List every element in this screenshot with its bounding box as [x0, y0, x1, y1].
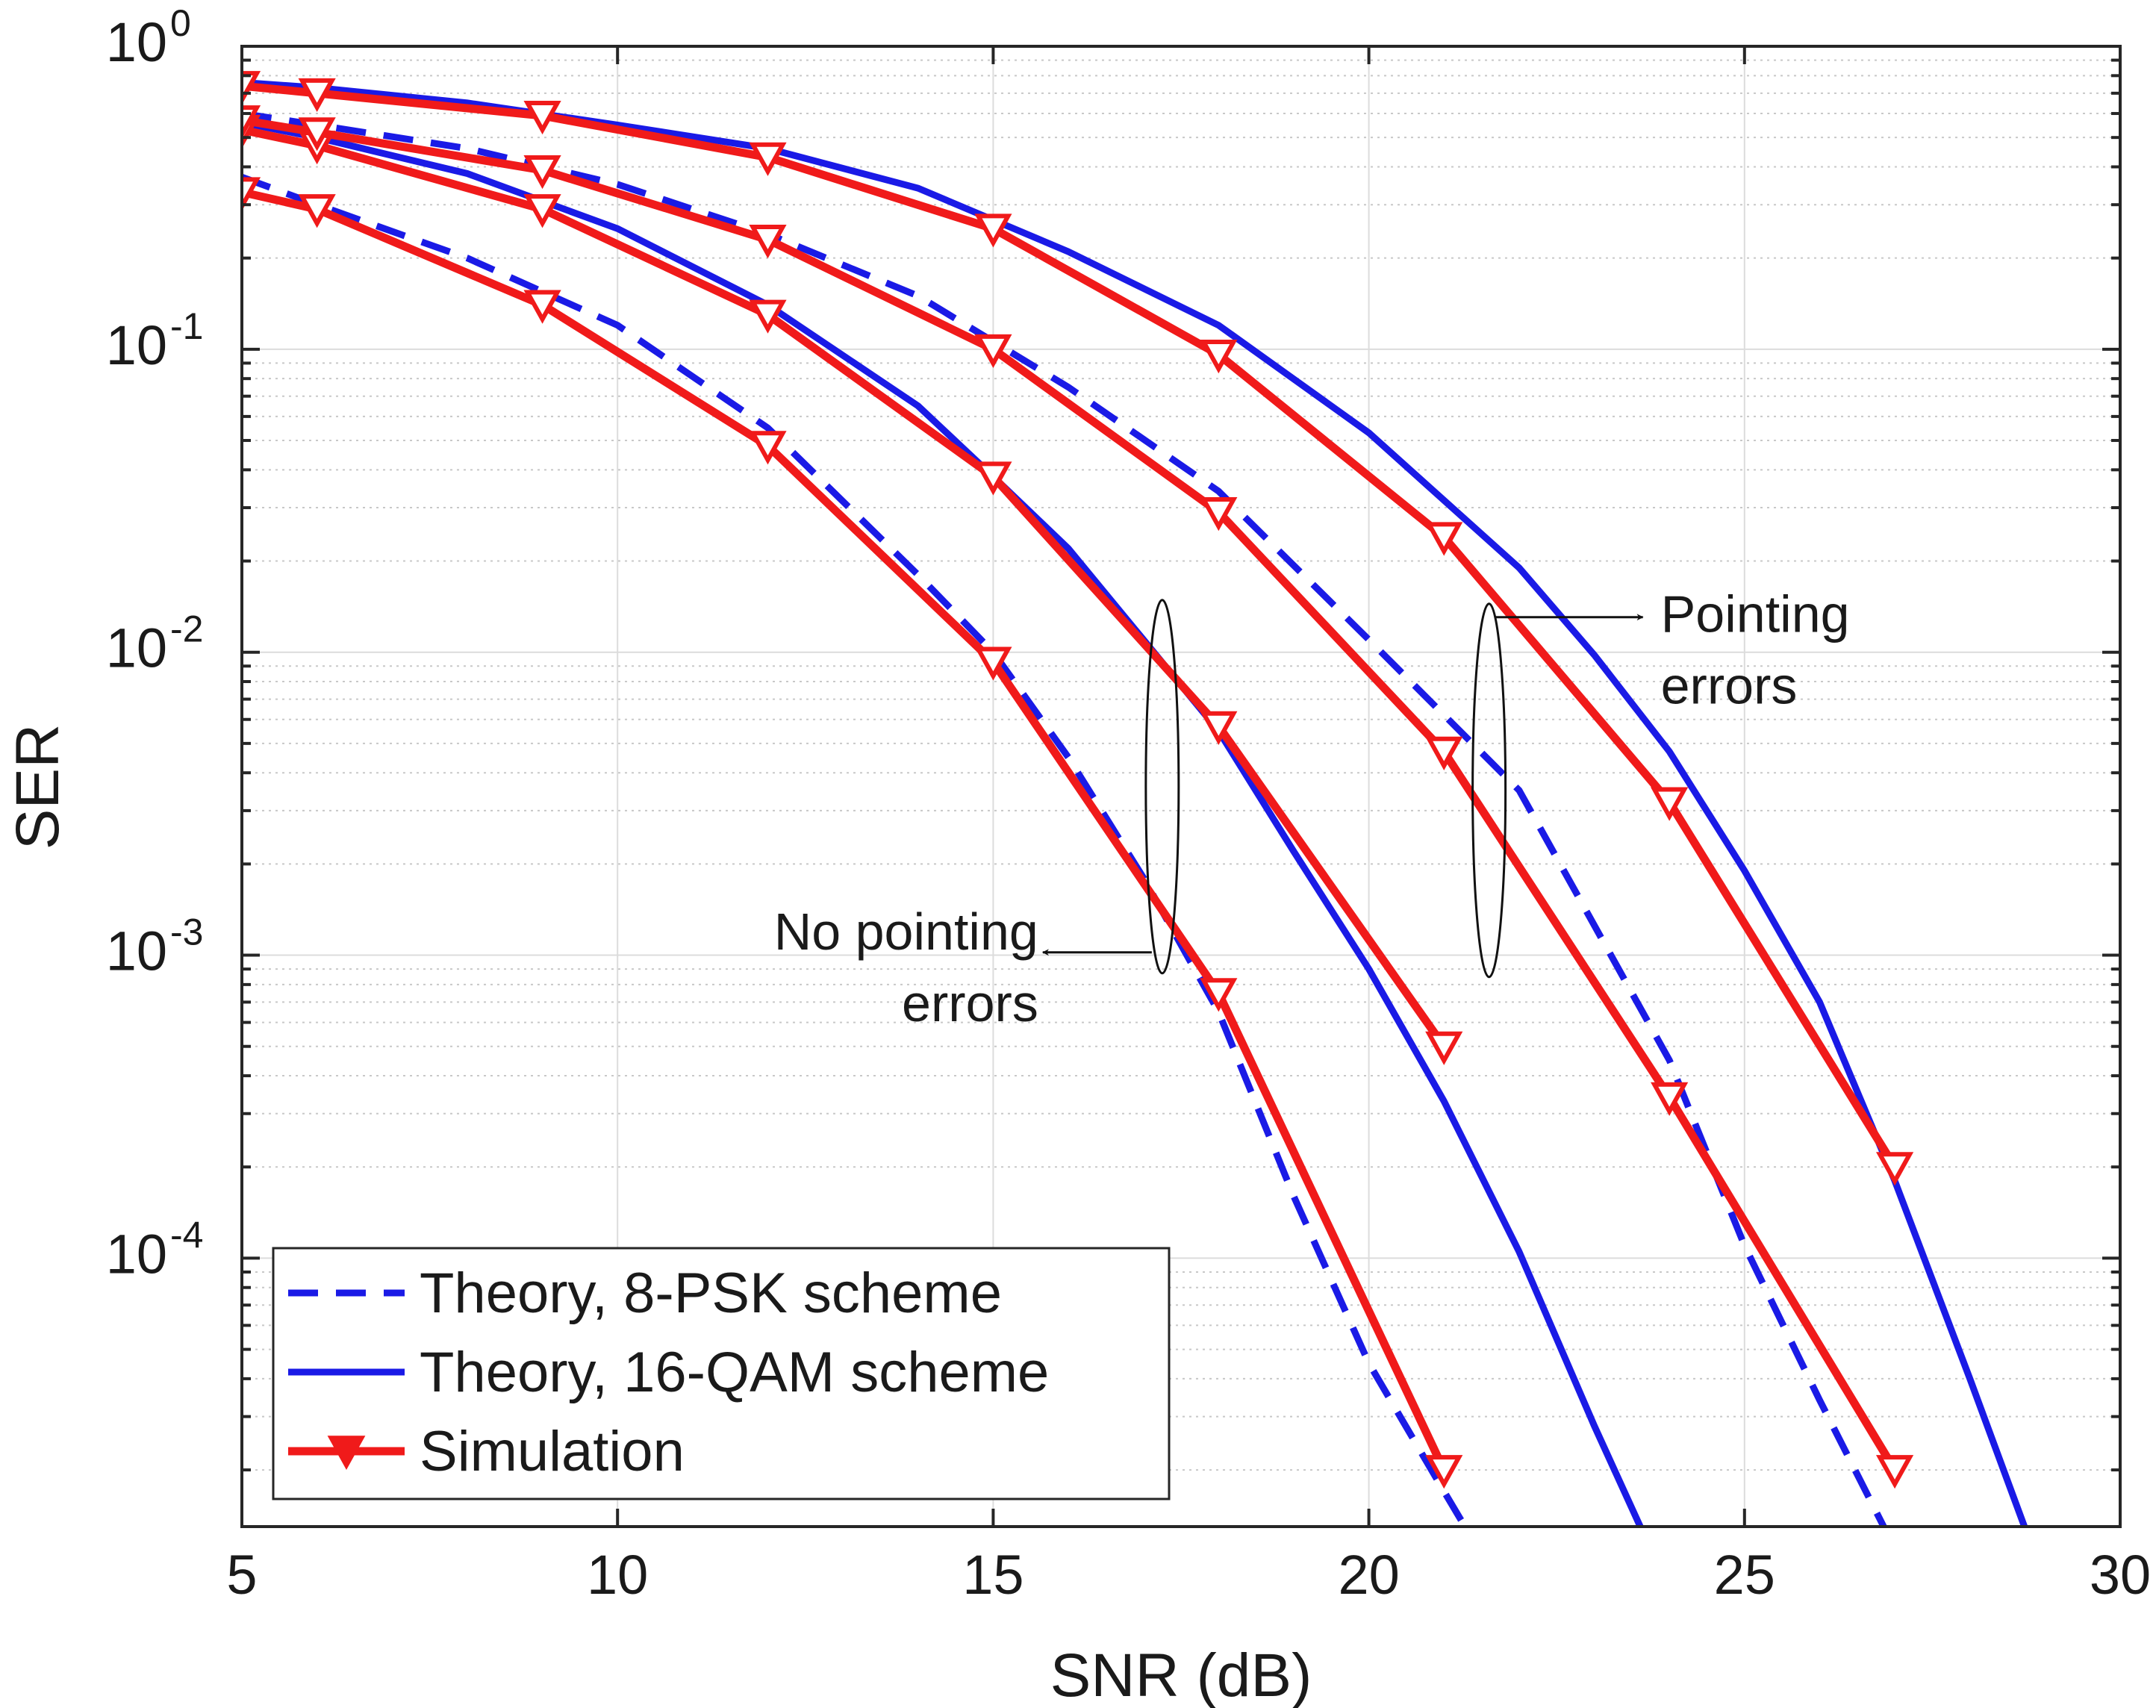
x-tick-label: 20: [1338, 1544, 1399, 1606]
simulation-marker: [974, 334, 1012, 369]
y-tick-label: 10: [106, 617, 167, 679]
simulation-marker: [974, 461, 1012, 496]
annotation-text: No pointing: [774, 903, 1038, 961]
annotation-text: errors: [1661, 657, 1798, 715]
legend-label: Theory, 8-PSK scheme: [420, 1262, 1002, 1325]
annotation-text: errors: [902, 974, 1038, 1032]
series-0: [242, 173, 1469, 1527]
simulation-marker: [1425, 1455, 1463, 1489]
simulation-marker: [1875, 1152, 1914, 1186]
simulation-marker: [242, 177, 261, 211]
simulation-marker: [298, 117, 336, 152]
y-tick-exponent: -4: [170, 1214, 203, 1256]
plot-frame: [240, 45, 2122, 1528]
axes: [240, 45, 2122, 1528]
simulation-marker: [749, 299, 787, 334]
annotation-text: Pointing: [1661, 585, 1850, 643]
legend-label: Theory, 16-QAM scheme: [420, 1341, 1049, 1404]
simulation-marker: [974, 214, 1012, 248]
grid: [242, 46, 2120, 1527]
annotations: Pointing errors No pointing errors: [774, 585, 1850, 1032]
simulation-marker: [1425, 1031, 1463, 1065]
simulation-marker: [298, 194, 336, 228]
simulation-marker: [1651, 787, 1689, 821]
simulation-marker: [1200, 978, 1238, 1012]
simulation-marker: [1425, 736, 1463, 770]
legend-label: Simulation: [420, 1420, 685, 1483]
y-tick-exponent: 0: [170, 2, 191, 44]
legend-entry: Simulation: [288, 1420, 685, 1483]
legend: Theory, 8-PSK scheme Theory, 16-QAM schem…: [272, 1247, 1171, 1500]
simulation-marker: [1200, 711, 1238, 745]
simulation-marker: [749, 225, 787, 259]
x-tick-label: 25: [1714, 1544, 1775, 1606]
y-tick-label: 10: [106, 11, 167, 73]
simulation-marker: [749, 431, 787, 465]
simulation-marker: [523, 290, 561, 324]
simulation-marker: [1200, 497, 1238, 532]
simulation-marker: [298, 78, 336, 113]
legend-entry: Theory, 16-QAM scheme: [288, 1341, 1049, 1404]
data-series: [242, 71, 2028, 1527]
simulation-marker: [523, 100, 561, 135]
x-tick-label: 30: [2090, 1544, 2151, 1606]
simulation-marker: [523, 155, 561, 190]
series-7: [242, 71, 1914, 1186]
y-tick-label: 10: [106, 920, 167, 982]
simulation-marker: [523, 194, 561, 228]
simulation-marker: [1875, 1455, 1914, 1489]
y-tick-exponent: -1: [170, 305, 203, 347]
legend-entry: Theory, 8-PSK scheme: [288, 1262, 1002, 1325]
y-axis-label: SER: [4, 724, 72, 850]
x-axis-label: SNR (dB): [1050, 1642, 1312, 1708]
annotation-no_pointing: No pointing errors: [774, 599, 1180, 1032]
y-tick-label: 10: [106, 314, 167, 376]
theory-8psk-curve: [242, 173, 1469, 1527]
simulation-marker: [1651, 1082, 1689, 1116]
legend-marker: [327, 1436, 366, 1471]
x-tick-label: 10: [587, 1544, 648, 1606]
simulation-marker: [974, 646, 1012, 681]
simulation-marker: [1425, 522, 1463, 556]
y-tick-label: 10: [106, 1223, 167, 1285]
series-2: [242, 110, 1888, 1527]
x-tick-label: 15: [962, 1544, 1024, 1606]
group-ellipse: [1144, 599, 1180, 975]
simulation-marker: [749, 142, 787, 176]
y-tick-exponent: -3: [170, 911, 203, 953]
simulation-marker: [1200, 340, 1238, 374]
theory-8psk-curve: [242, 110, 1888, 1527]
y-tick-exponent: -2: [170, 608, 203, 650]
legend-box: [272, 1247, 1171, 1500]
series-6: [242, 105, 1914, 1489]
series-4: [242, 177, 1463, 1489]
group-ellipse: [1471, 602, 1507, 979]
annotation-pointing: Pointing errors: [1471, 585, 1850, 979]
x-tick-label: 5: [226, 1544, 257, 1606]
